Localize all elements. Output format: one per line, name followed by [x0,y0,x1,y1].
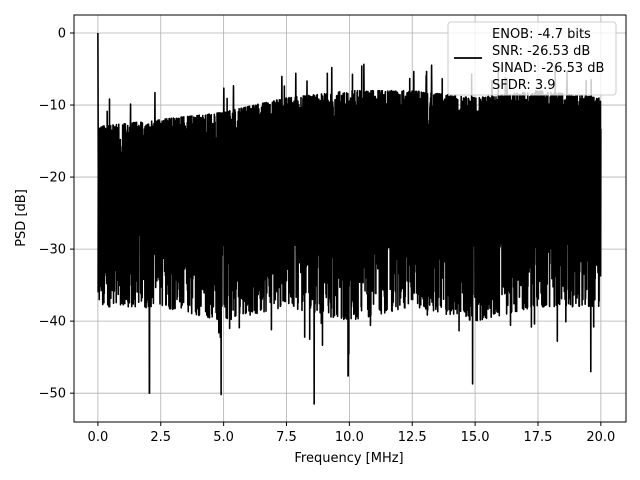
x-tick-label: 0.0 [88,430,109,445]
x-tick-label: 12.5 [398,430,427,445]
legend-text-sinad: SINAD: -26.53 dB [492,61,604,76]
y-tick-label: −20 [39,171,66,186]
plot-area [97,33,602,405]
y-tick-label: −30 [39,243,66,258]
y-tick-label: −10 [39,99,66,114]
axes-frame [73,14,627,423]
y-tick-label: 0 [58,27,66,42]
y-tick-label: −40 [39,315,66,330]
y-axis-label: PSD [dB] [14,189,29,247]
x-tick-label: 7.5 [276,430,297,445]
legend-text-enob: ENOB: -4.7 bits [492,27,591,42]
y-tick-label: −50 [39,387,66,402]
legend-box [447,21,617,96]
x-tick-label: 17.5 [524,430,553,445]
psd-series-line [97,33,602,405]
x-tick-label: 10.0 [335,430,364,445]
x-tick-label: 5.0 [213,430,234,445]
x-tick-label: 15.0 [461,430,490,445]
legend-text-sfdr: SFDR: 3.9 [492,78,556,93]
x-axis-ticks: 0.0 2.5 5.0 7.5 10.0 12.5 15.0 17.5 20.0 [88,422,615,445]
x-axis-label: Frequency [MHz] [294,451,403,466]
x-tick-label: 2.5 [150,430,171,445]
legend: ENOB: -4.7 bits SNR: -26.53 dB SINAD: -2… [447,21,617,96]
y-axis-ticks: 0 −10 −20 −30 −40 −50 [39,27,74,402]
legend-text-snr: SNR: -26.53 dB [492,44,590,59]
x-tick-label: 20.0 [586,430,615,445]
